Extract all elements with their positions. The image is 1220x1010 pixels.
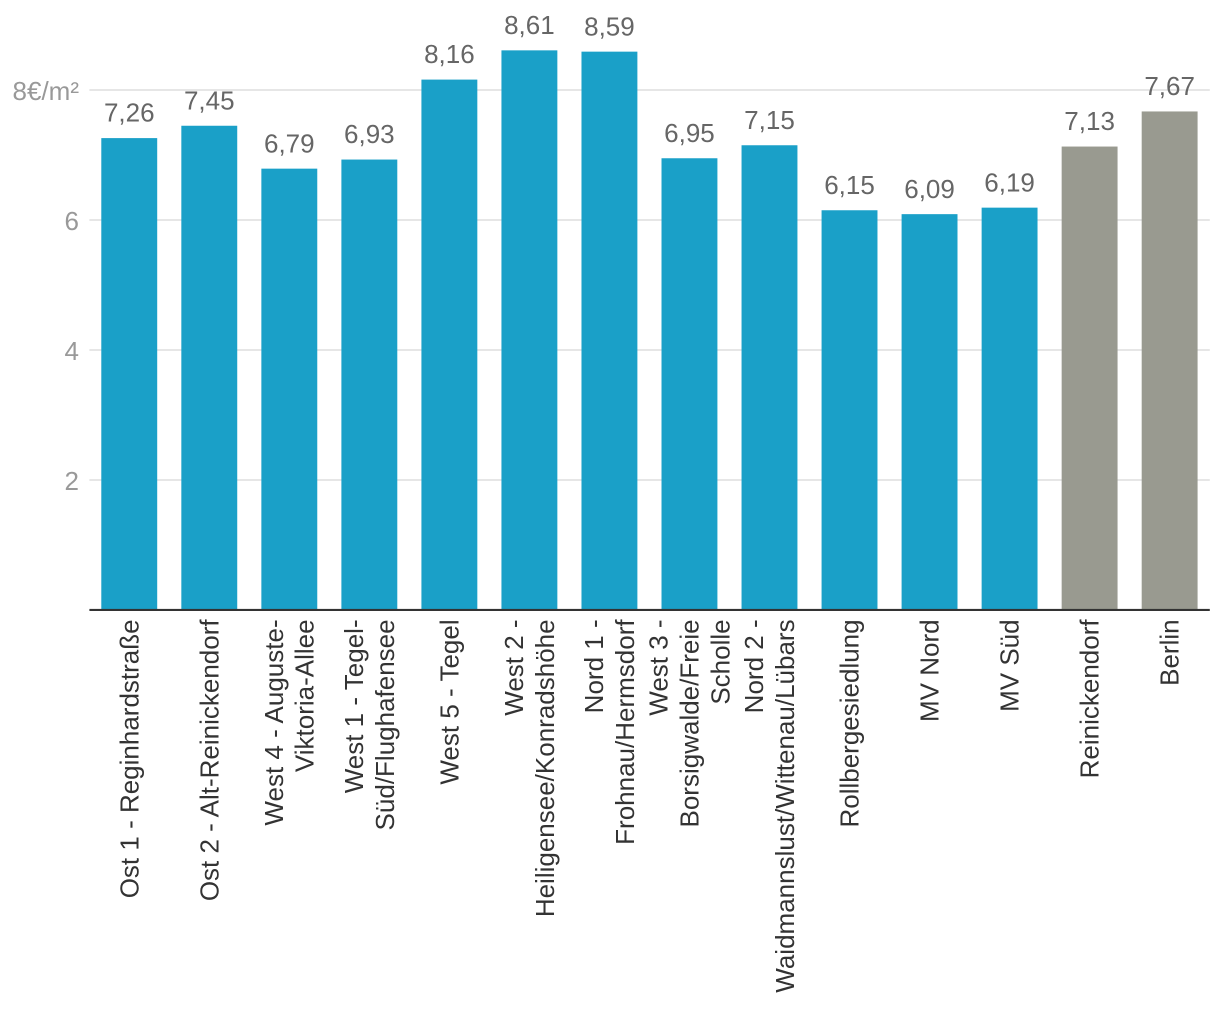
svg-text:Nord 2 -: Nord 2 -: [739, 619, 769, 713]
svg-text:West 2 -: West 2 -: [499, 619, 529, 715]
svg-text:West 1 - Tegel-: West 1 - Tegel-: [339, 619, 369, 793]
svg-text:6,19: 6,19: [984, 167, 1035, 197]
svg-text:6,79: 6,79: [264, 128, 315, 158]
svg-text:Reinickendorf: Reinickendorf: [1075, 619, 1105, 779]
svg-text:8,16: 8,16: [424, 39, 475, 69]
svg-text:7,13: 7,13: [1064, 106, 1115, 136]
svg-text:7,67: 7,67: [1144, 71, 1195, 101]
svg-text:6: 6: [65, 206, 79, 236]
svg-text:6,09: 6,09: [904, 174, 955, 204]
svg-text:Frohnau/Hermsdorf: Frohnau/Hermsdorf: [610, 619, 640, 845]
svg-text:7,15: 7,15: [744, 105, 795, 135]
svg-text:Heiligensee/Konradshöhe: Heiligensee/Konradshöhe: [530, 619, 560, 917]
svg-text:Nord 1 -: Nord 1 -: [579, 619, 609, 713]
svg-text:7,26: 7,26: [104, 98, 155, 128]
svg-text:Viktoria-Allee: Viktoria-Allee: [290, 619, 320, 772]
svg-text:Ost 1 - Reginhardstraße: Ost 1 - Reginhardstraße: [114, 619, 144, 898]
svg-text:Süd/Flughafensee: Süd/Flughafensee: [370, 619, 400, 830]
svg-text:6,15: 6,15: [824, 170, 875, 200]
svg-text:2: 2: [65, 466, 79, 496]
svg-text:Scholle: Scholle: [705, 619, 735, 704]
svg-text:Waidmannslust/Wittenau/Lübars: Waidmannslust/Wittenau/Lübars: [770, 619, 800, 992]
svg-text:Berlin: Berlin: [1155, 619, 1185, 685]
svg-text:4: 4: [65, 336, 79, 366]
svg-text:8,61: 8,61: [504, 10, 555, 40]
svg-text:7,45: 7,45: [184, 85, 235, 115]
svg-text:6,95: 6,95: [664, 118, 715, 148]
svg-text:West 4 - Auguste-: West 4 - Auguste-: [259, 619, 289, 825]
svg-text:MV Süd: MV Süd: [995, 619, 1025, 712]
svg-text:West 3 -: West 3 -: [644, 619, 674, 715]
svg-text:MV Nord: MV Nord: [915, 619, 945, 722]
svg-text:Rollbergesiedlung: Rollbergesiedlung: [835, 619, 865, 827]
svg-text:8€/m²: 8€/m²: [13, 76, 80, 106]
svg-text:Ost 2 - Alt-Reinickendorf: Ost 2 - Alt-Reinickendorf: [194, 619, 224, 902]
svg-text:8,59: 8,59: [584, 11, 635, 41]
svg-text:West 5 - Tegel: West 5 - Tegel: [434, 619, 464, 784]
svg-text:6,93: 6,93: [344, 119, 395, 149]
svg-text:Borsigwalde/Freie: Borsigwalde/Freie: [674, 619, 704, 827]
